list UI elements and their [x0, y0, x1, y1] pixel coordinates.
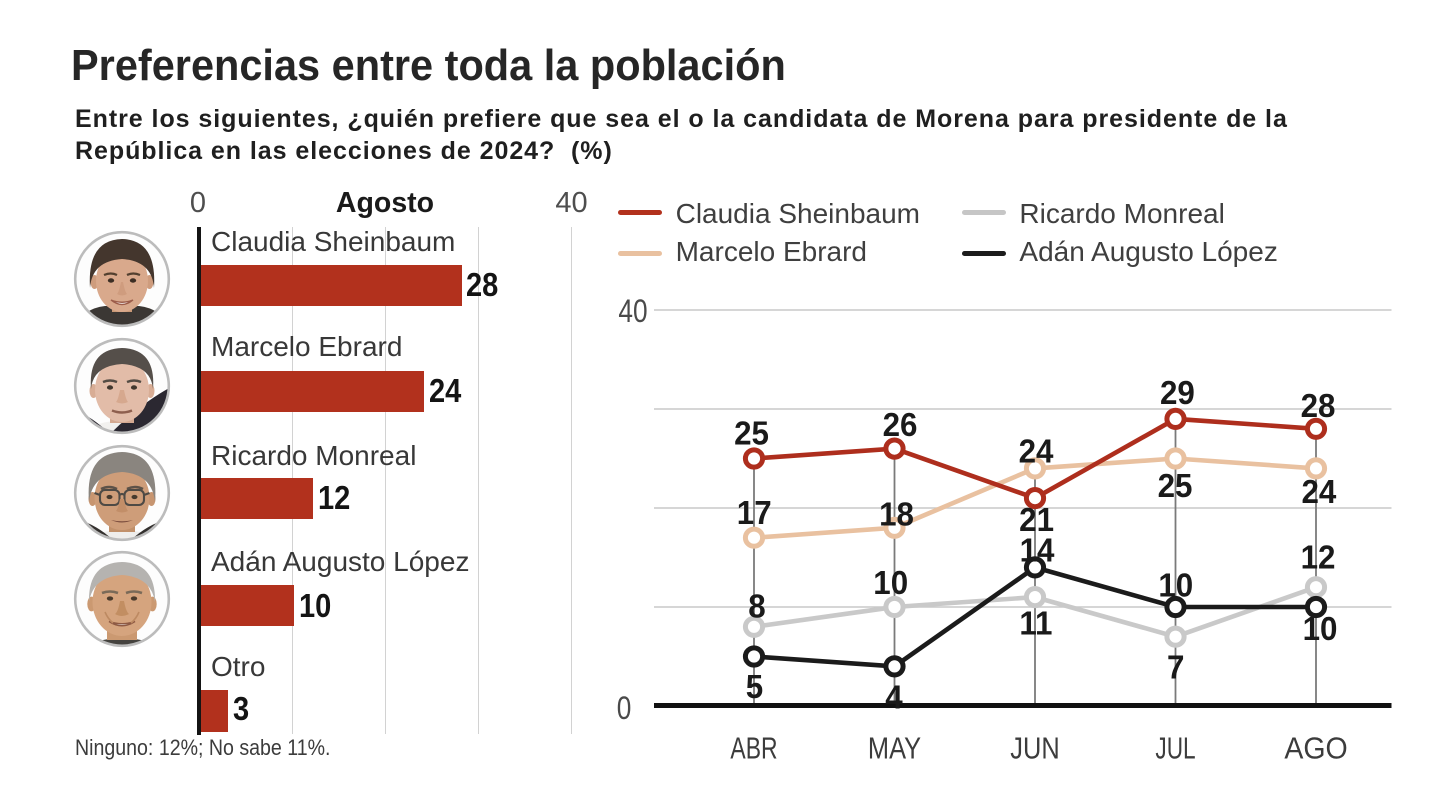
- svg-text:JUN: JUN: [1010, 731, 1059, 766]
- svg-text:8: 8: [748, 588, 765, 625]
- svg-text:26: 26: [883, 406, 918, 443]
- svg-text:AGO: AGO: [1284, 731, 1347, 765]
- svg-text:ABR: ABR: [730, 730, 777, 765]
- svg-text:21: 21: [1019, 501, 1054, 538]
- svg-text:24: 24: [1301, 473, 1336, 510]
- svg-text:17: 17: [737, 494, 772, 531]
- svg-text:7: 7: [1167, 649, 1184, 686]
- svg-text:11: 11: [1019, 605, 1052, 642]
- svg-text:10: 10: [1158, 567, 1193, 604]
- svg-text:29: 29: [1160, 374, 1195, 411]
- svg-text:18: 18: [879, 496, 914, 533]
- svg-text:24: 24: [1019, 433, 1054, 470]
- svg-text:4: 4: [885, 679, 903, 716]
- svg-text:40: 40: [618, 294, 647, 329]
- svg-text:0: 0: [617, 692, 632, 727]
- svg-text:14: 14: [1020, 532, 1055, 569]
- svg-text:28: 28: [1301, 387, 1336, 424]
- svg-text:JUL: JUL: [1155, 730, 1195, 765]
- svg-text:12: 12: [1301, 539, 1336, 576]
- svg-text:10: 10: [1303, 610, 1338, 647]
- svg-text:MAY: MAY: [868, 731, 921, 766]
- svg-text:10: 10: [873, 564, 908, 601]
- svg-text:5: 5: [746, 668, 763, 705]
- svg-text:25: 25: [734, 415, 769, 452]
- svg-text:25: 25: [1158, 467, 1193, 504]
